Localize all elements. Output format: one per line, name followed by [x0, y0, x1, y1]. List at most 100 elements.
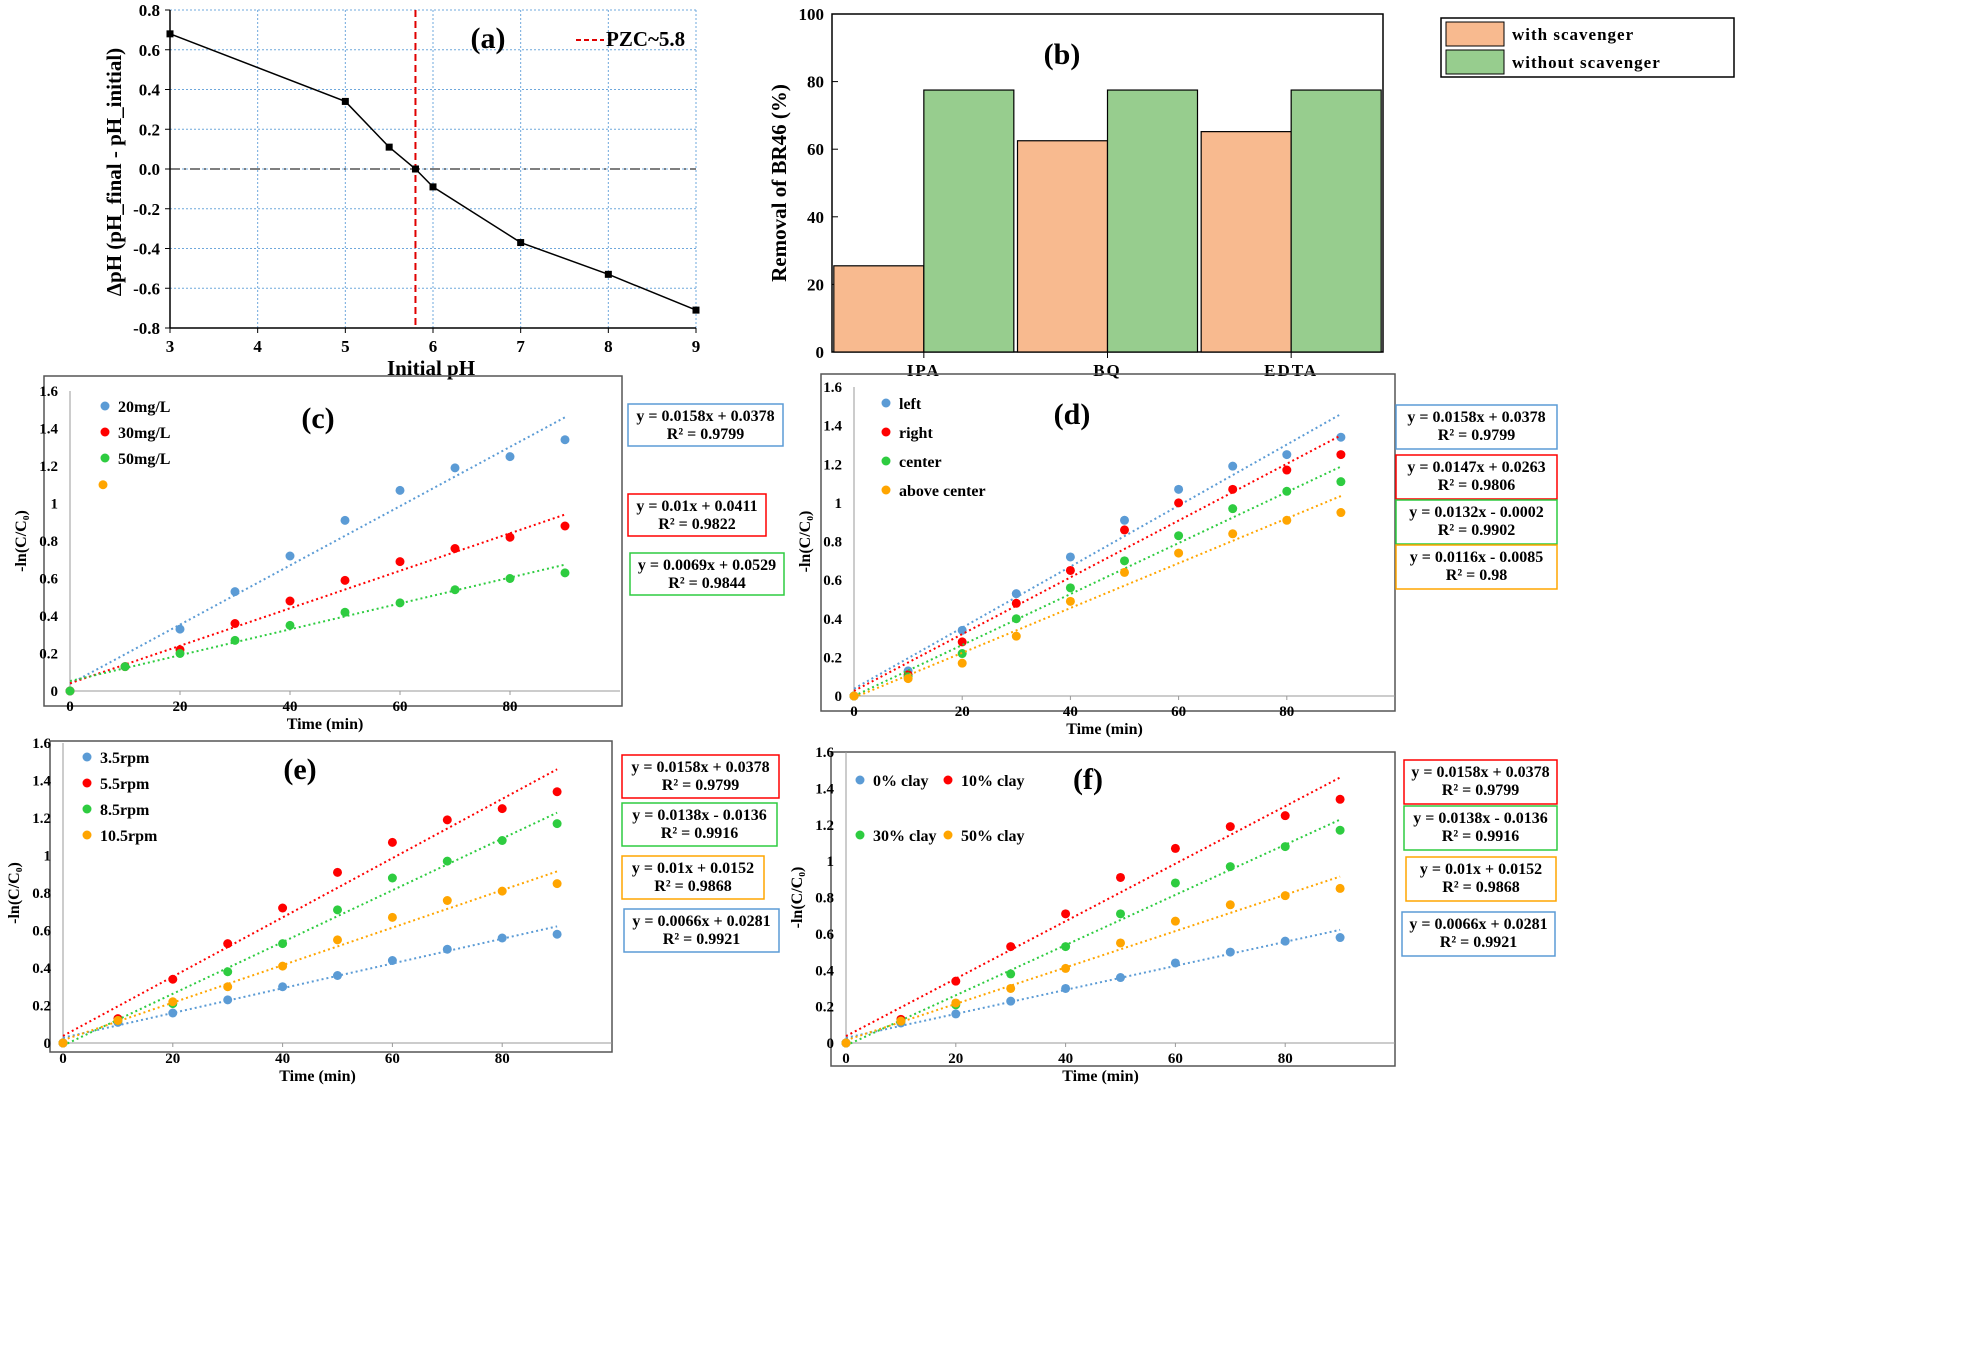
legend: 20mg/L 30mg/L 50mg/L [100, 399, 170, 468]
panel-label-b: (b) [1044, 38, 1081, 71]
y-tick-label: 1.6 [823, 380, 842, 396]
data-point [341, 97, 349, 105]
data-point [175, 624, 185, 634]
x-tick-label: 0 [59, 1051, 67, 1067]
x-tick-label: 20 [165, 1051, 180, 1067]
legend-label: 20mg/L [118, 399, 170, 416]
data-point [1065, 583, 1075, 593]
legend-label: 8.5rpm [100, 802, 150, 819]
equation-text: y = 0.01x + 0.0152 [1420, 861, 1542, 878]
series-line-delta-ph [169, 33, 697, 311]
legend-marker [82, 752, 92, 762]
x-tick-label: 40 [283, 699, 298, 715]
y-tick-label: 0.2 [39, 647, 58, 663]
legend-label: left [899, 396, 922, 413]
chart-frame [830, 751, 1396, 1067]
data-point [1006, 969, 1016, 979]
trendline [853, 413, 1342, 690]
data-point [285, 596, 295, 606]
equation-box-border [1395, 404, 1558, 450]
data-point [411, 165, 419, 173]
panel-label-f: (f) [1073, 763, 1103, 796]
y-tick-label: 1 [51, 497, 59, 513]
y-tick-label: 0 [44, 1036, 52, 1052]
x-category-label: BQ [1093, 361, 1122, 380]
data-point [497, 804, 507, 814]
y-tick-label: 0.4 [32, 961, 51, 977]
y-tick-label: 0.8 [32, 886, 51, 902]
y-tick-label: 0.6 [823, 573, 842, 589]
y-axis-title: Removal of BR46 (%) [767, 84, 791, 282]
y-tick-label: 0 [835, 689, 843, 705]
y-tick-label: -0.4 [133, 240, 160, 259]
y-tick-label: 1 [827, 854, 835, 870]
x-tick-label: 0 [66, 699, 74, 715]
y-tick-label: 0 [816, 343, 825, 362]
panel-label-d: (d) [1054, 398, 1091, 431]
data-point [957, 625, 967, 635]
data-point [896, 1016, 906, 1026]
trendline [853, 465, 1342, 697]
r-squared-text: R² = 0.9799 [667, 426, 744, 443]
equation-box-border [1403, 805, 1558, 851]
y-tick-label: 1.6 [39, 384, 58, 400]
data-point [1174, 548, 1184, 558]
r-squared-text: R² = 0.9806 [1438, 477, 1515, 494]
panel-label-e: (e) [283, 753, 316, 786]
equation-text: y = 0.0138x - 0.0136 [1413, 810, 1547, 827]
chart-frame [49, 740, 613, 1053]
trendline [69, 416, 566, 685]
data-point [497, 886, 507, 896]
y-tick-label: 1.2 [39, 459, 58, 475]
y-tick-label: 1.6 [32, 736, 51, 752]
legend-marker [82, 778, 92, 788]
equation-box-border [1395, 454, 1558, 500]
data-point [560, 435, 570, 445]
data-point [333, 905, 342, 915]
data-point [450, 463, 460, 473]
data-point [1116, 938, 1125, 948]
data-point [285, 620, 295, 630]
equation-box-border [621, 855, 765, 900]
y-tick-label: 0.4 [815, 963, 834, 979]
legend-marker [943, 775, 953, 785]
equation-text: y = 0.0132x - 0.0002 [1409, 504, 1543, 521]
x-tick-label: 0 [850, 704, 858, 720]
bar-without-scavenger-edta [1290, 89, 1382, 353]
x-tick-label: 80 [495, 1051, 510, 1067]
y-tick-label: 1 [835, 496, 843, 512]
equation-box-border [621, 754, 780, 799]
data-point [1170, 958, 1180, 968]
data-point [168, 1008, 178, 1018]
x-tick-label: 40 [275, 1051, 290, 1067]
data-point [1006, 942, 1016, 952]
y-tick-label: 0.4 [139, 81, 161, 100]
data-point [1011, 589, 1021, 599]
y-tick-label: 40 [807, 208, 824, 227]
x-axis-title: Time (min) [1062, 1068, 1139, 1085]
y-tick-label: 20 [807, 275, 824, 294]
y-axis-title: -ln(C/C₀) [797, 511, 814, 573]
y-tick-label: 1.2 [815, 818, 834, 834]
data-point [223, 995, 233, 1005]
equation-text: y = 0.0138x - 0.0136 [632, 807, 766, 824]
x-tick-label: 0 [842, 1051, 850, 1067]
x-tick-label: 8 [604, 337, 613, 356]
x-tick-label: 9 [692, 337, 701, 356]
r-squared-text: R² = 0.9868 [654, 878, 731, 895]
data-point [168, 997, 178, 1007]
legend-marker [881, 427, 891, 437]
data-point [223, 939, 233, 949]
y-tick-label: -0.2 [133, 200, 160, 219]
equation-text: y = 0.01x + 0.0152 [632, 860, 754, 877]
r-squared-text: R² = 0.9799 [1438, 427, 1515, 444]
equation-text: y = 0.01x + 0.0411 [636, 498, 757, 515]
x-tick-label: 60 [1171, 704, 1186, 720]
data-point [120, 662, 130, 672]
data-point [1116, 973, 1125, 983]
data-point [1011, 598, 1021, 608]
equation-text: y = 0.0066x + 0.0281 [1409, 916, 1547, 933]
data-point [333, 971, 342, 980]
